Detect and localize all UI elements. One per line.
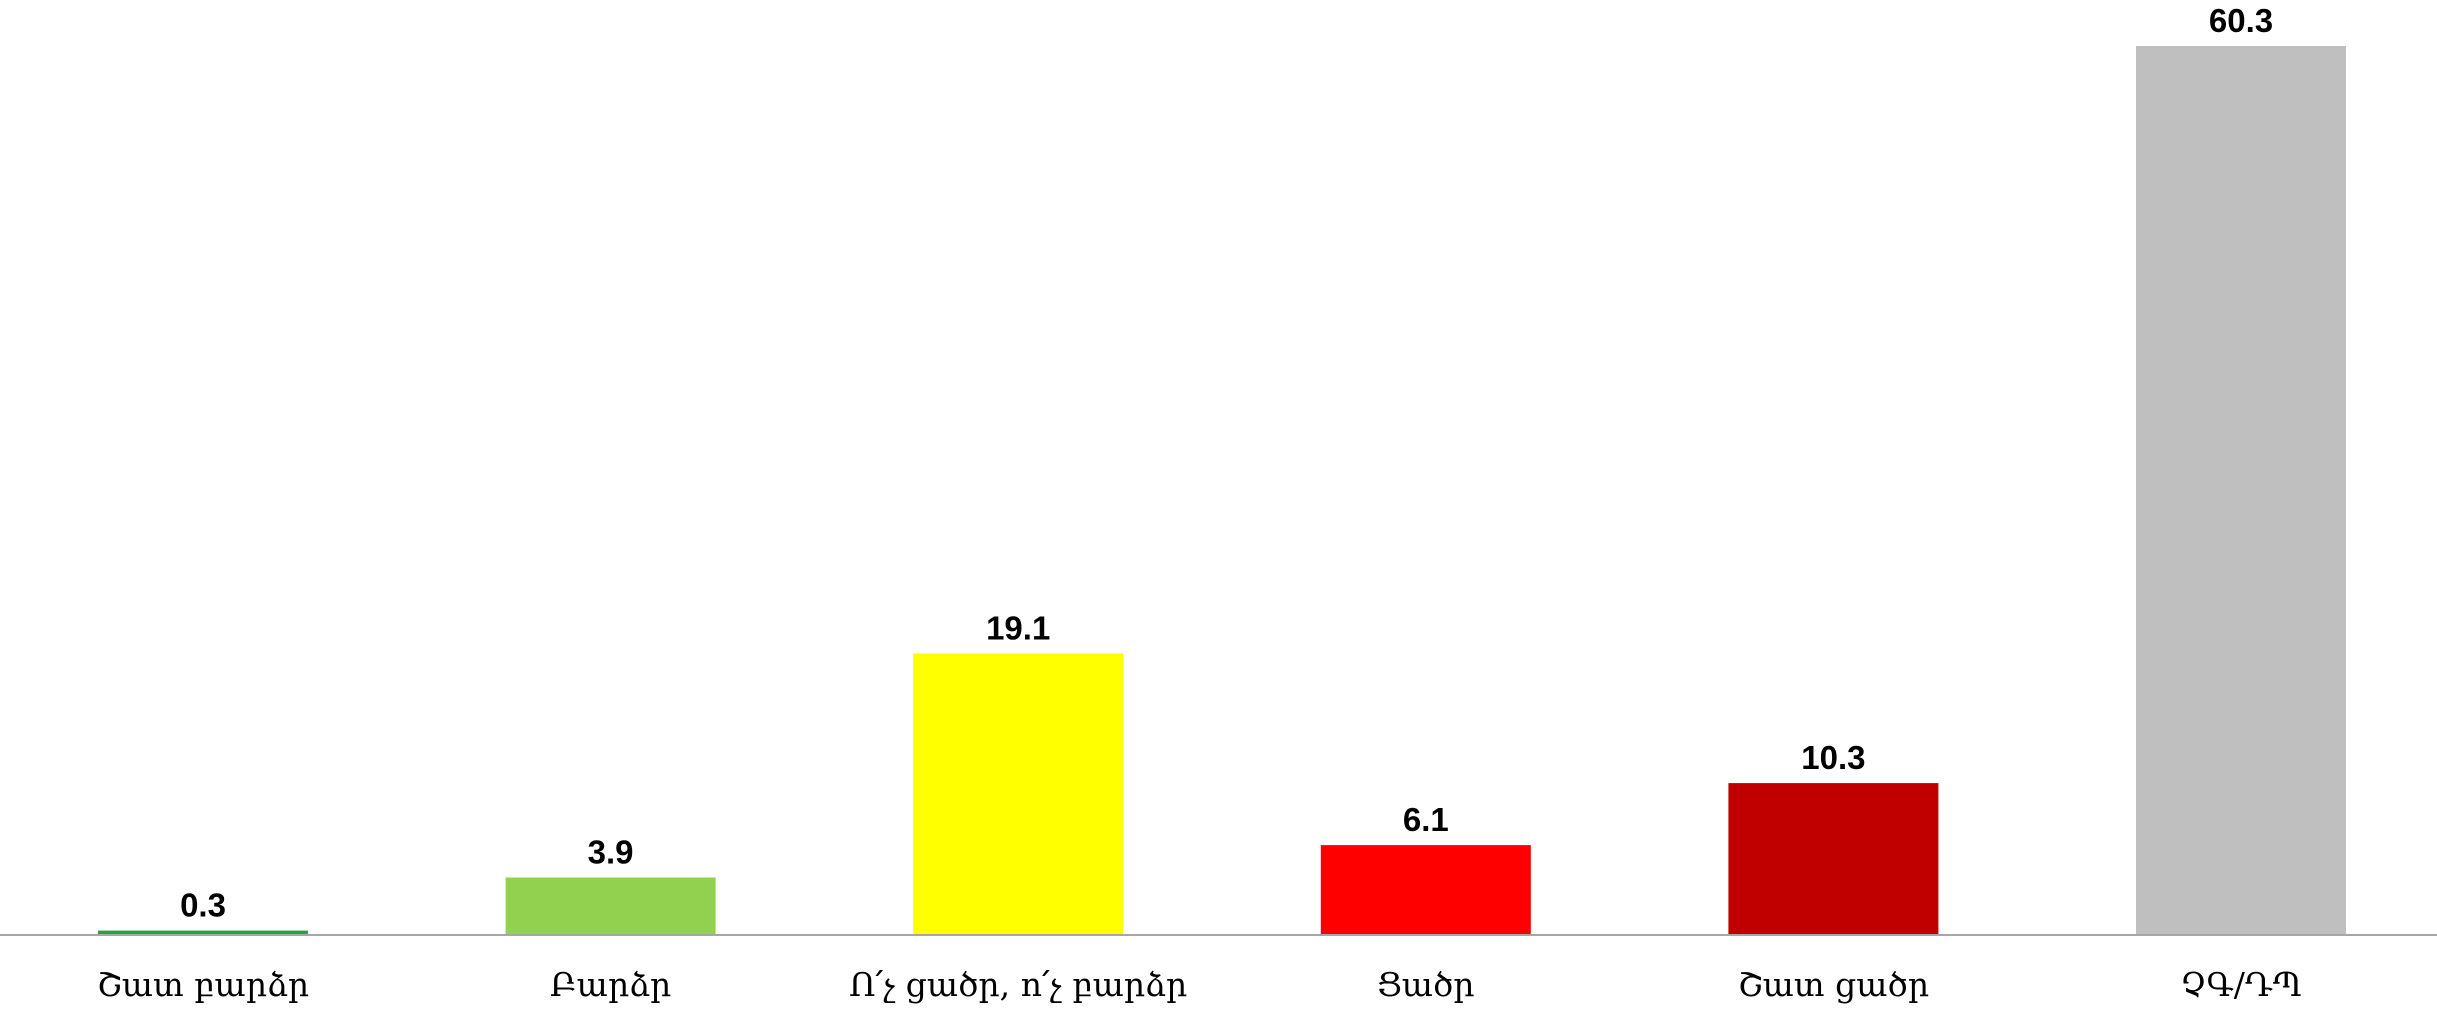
bar-4 [1320,845,1531,935]
data-label-4: 6.1 [1403,801,1449,838]
value-labels-group: 0.3 3.9 19.1 6.1 10.3 60.3 [180,2,2273,924]
data-label-5: 10.3 [1801,739,1865,776]
category-label-5: Շատ ցածր [1738,965,1929,1004]
category-label-3: Ո՛չ ցածր, ո՛չ բարձր [849,965,1187,1004]
data-label-1: 0.3 [180,887,226,924]
data-label-3: 19.1 [986,609,1050,646]
data-label-6: 60.3 [2209,2,2273,39]
category-label-1: Շատ բարձր [97,965,309,1004]
bar-6 [2136,46,2346,935]
bar-3 [913,653,1124,935]
bars-group [98,46,2346,935]
bar-5 [1728,783,1939,935]
category-labels-group: Շատ բարձր Բարձր Ո՛չ ցածր, ո՛չ բարձր Ցածր Շատ… [97,965,2302,1004]
category-label-2: Բարձր [550,965,671,1004]
bar-2 [505,877,716,935]
category-label-6: ՉԳ/ԴՊ [2180,965,2301,1004]
data-label-2: 3.9 [588,834,634,871]
category-label-4: Ցածր [1377,965,1475,1004]
bar-1 [98,930,308,935]
